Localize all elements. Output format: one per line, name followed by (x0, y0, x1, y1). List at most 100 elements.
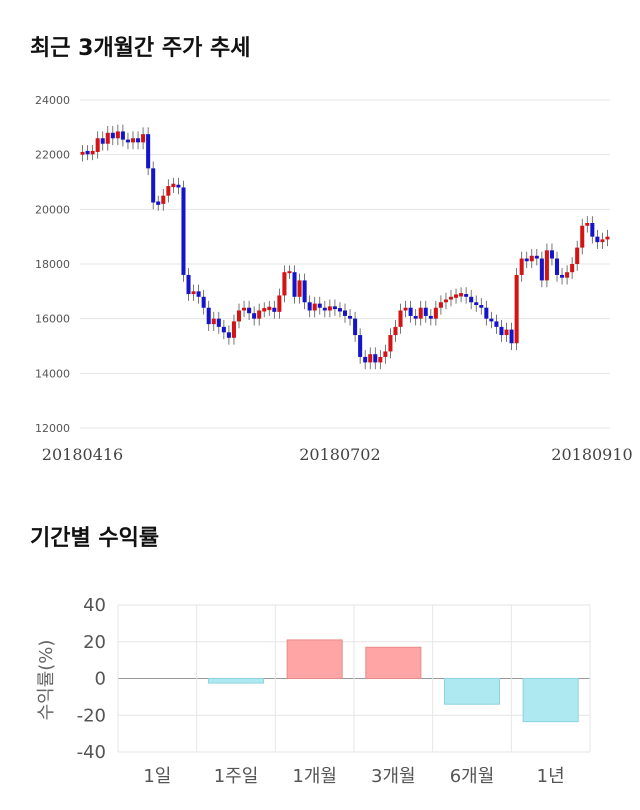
price-chart-title: 최근 3개월간 주가 추세 (30, 36, 251, 61)
price-candle (90, 150, 95, 155)
returns-y-axis: -40 -20 0 20 40 (77, 595, 106, 763)
price-candle (312, 303, 317, 311)
price-candle (373, 354, 378, 363)
returns-y-axis-label: 수익률(%) (36, 640, 57, 721)
price-candle (605, 236, 610, 240)
returns-chart-title: 기간별 수익률 (30, 526, 160, 551)
price-candle (469, 296, 474, 303)
price-y-tick: 18000 (35, 258, 70, 271)
price-candle (423, 307, 428, 316)
price-candle (448, 296, 454, 300)
price-candle (585, 223, 590, 226)
price-candle (529, 255, 534, 262)
price-candle (464, 294, 469, 297)
price-candle (363, 356, 368, 363)
returns-x-tick: 1년 (537, 766, 565, 787)
price-candle (216, 318, 221, 327)
price-x-tick: 20180702 (299, 445, 380, 464)
price-candle (348, 315, 353, 319)
price-candles (80, 124, 610, 370)
price-candle (570, 264, 575, 273)
returns-y-tick: -20 (77, 705, 106, 726)
price-candle (560, 274, 565, 278)
price-candle (484, 307, 489, 319)
price-candle (262, 308, 267, 312)
price-x-axis: 20180416 20180702 20180910 (42, 445, 633, 464)
price-candle (327, 306, 332, 311)
price-candle (342, 310, 348, 316)
price-candle (115, 131, 120, 139)
price-candle (418, 307, 423, 319)
price-candle (388, 335, 393, 352)
price-candle (110, 132, 115, 139)
price-x-tick: 20180910 (551, 445, 632, 464)
price-candle (519, 258, 524, 275)
price-candle (353, 318, 358, 336)
price-candle (105, 132, 110, 144)
price-candle (549, 250, 554, 259)
returns-x-axis: 1일 1주일 1개월 3개월 6개월 1년 (143, 766, 564, 787)
price-candle (287, 271, 292, 274)
price-candle (393, 326, 398, 336)
price-y-tick: 12000 (35, 422, 70, 435)
price-candle (595, 236, 600, 243)
returns-bar (522, 678, 579, 723)
price-y-axis: 12000 14000 16000 18000 20000 22000 24000 (35, 94, 70, 435)
price-candle (332, 306, 337, 310)
price-candle (236, 310, 242, 322)
price-y-tick: 24000 (35, 94, 70, 107)
price-candle (267, 306, 272, 311)
price-y-tick: 22000 (35, 149, 70, 162)
price-candle (403, 307, 408, 311)
price-y-tick: 16000 (35, 313, 70, 326)
returns-bar (286, 639, 343, 679)
price-candle (100, 138, 105, 144)
price-candle (408, 307, 413, 316)
price-candle (191, 291, 196, 295)
price-x-tick: 20180416 (42, 445, 123, 464)
price-candle (302, 280, 307, 303)
price-candle (534, 255, 539, 259)
price-candle (146, 134, 151, 169)
price-candle (474, 302, 479, 305)
returns-bars (207, 639, 579, 723)
price-candle (161, 195, 166, 204)
price-candle (307, 302, 312, 311)
price-candle (459, 293, 464, 297)
price-candle (257, 310, 262, 319)
returns-gridlines (117, 604, 591, 753)
price-candle (201, 296, 206, 308)
price-candle (514, 274, 519, 344)
price-candle (539, 258, 544, 281)
price-candle (433, 307, 438, 319)
returns-x-tick: 1주일 (214, 766, 259, 787)
price-candle (479, 305, 484, 308)
price-candle (413, 315, 418, 319)
price-candle (247, 307, 252, 314)
price-candle (136, 138, 141, 143)
candlestick-chart: 12000 14000 16000 18000 20000 22000 24000 2018… (35, 94, 633, 464)
price-candle (438, 302, 443, 308)
price-candle (176, 184, 181, 188)
returns-bar (443, 678, 501, 705)
price-candle (151, 168, 156, 203)
returns-bar (207, 678, 265, 684)
price-candle (231, 321, 236, 338)
returns-x-tick: 1일 (143, 766, 171, 787)
price-candle (221, 326, 226, 333)
price-candle (211, 318, 216, 325)
price-candle (226, 332, 231, 338)
price-candle (277, 295, 282, 312)
price-candle (489, 318, 494, 322)
price-candle (80, 151, 85, 155)
returns-y-tick: 20 (83, 632, 106, 653)
price-candle (358, 335, 363, 357)
price-candle (282, 272, 287, 296)
price-candle (252, 313, 257, 319)
price-candle (494, 321, 499, 327)
price-candle (322, 307, 327, 311)
price-candle (383, 351, 388, 357)
price-candle (368, 354, 373, 363)
returns-x-tick: 6개월 (450, 766, 495, 787)
price-candle (504, 329, 509, 336)
